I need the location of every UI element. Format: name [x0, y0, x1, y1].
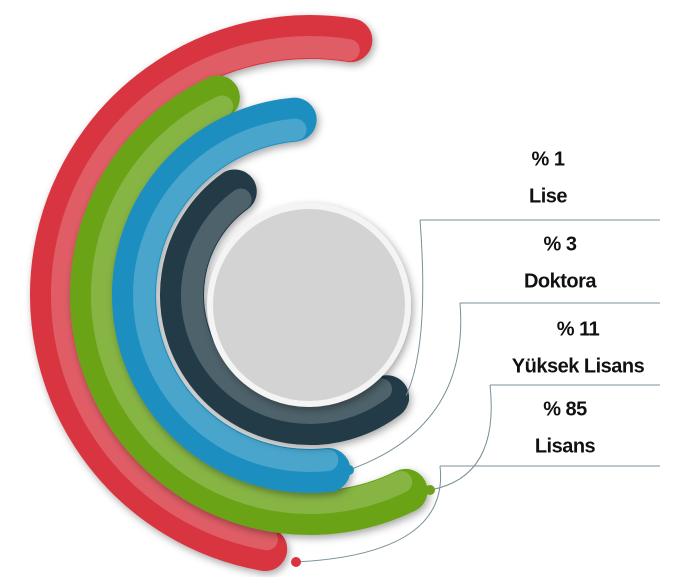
category-label: Doktora — [524, 270, 597, 292]
marker-dot — [425, 485, 435, 495]
value-label: % 11 — [557, 318, 600, 340]
arc-highlight — [51, 36, 360, 551]
value-label: % 1 — [532, 148, 565, 170]
marker-dot — [399, 395, 409, 405]
marker-dot — [291, 557, 301, 567]
center-circle — [207, 203, 411, 407]
arc-highlight — [181, 188, 393, 424]
leader-line — [429, 384, 492, 491]
value-label: % 3 — [544, 233, 577, 255]
marker-dot — [344, 465, 354, 475]
category-label: Yüksek Lisans — [512, 355, 645, 377]
arc — [30, 15, 373, 572]
arc — [70, 75, 428, 535]
arc — [112, 97, 351, 493]
leader-line — [403, 219, 424, 401]
category-label: Lise — [529, 185, 567, 207]
arc-highlight — [133, 118, 339, 472]
leader-line — [348, 302, 462, 471]
category-label: Lisans — [535, 435, 596, 457]
arc-highlight — [91, 95, 413, 514]
arc — [160, 169, 410, 445]
value-label: % 85 — [543, 398, 587, 420]
leader-line — [295, 465, 442, 563]
